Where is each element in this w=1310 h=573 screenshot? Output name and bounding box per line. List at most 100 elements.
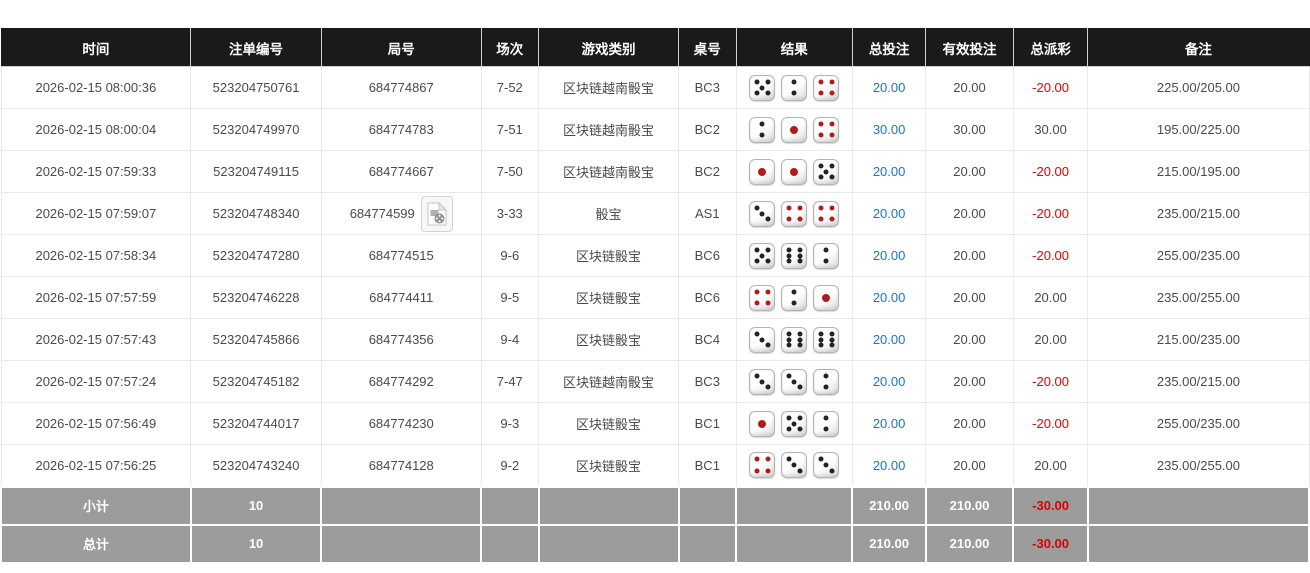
die-pip: [797, 331, 803, 337]
die-face-1: [781, 116, 808, 143]
die-pip: [786, 342, 791, 348]
cell-result: [735, 150, 853, 193]
table-row: 2026-02-15 07:57:59 523204746228 684774411…: [0, 276, 1310, 319]
cell-result: [735, 108, 853, 151]
cell-round-no: 684774292: [320, 360, 482, 403]
cell-total-bet[interactable]: 30.00: [851, 108, 927, 151]
cell-time: 2026-02-15 07:56:49: [0, 402, 192, 445]
cell-remark: 215.00/195.00: [1087, 150, 1310, 193]
cell-table-no: AS1: [678, 192, 737, 235]
round-number-wrap: 684774867: [369, 80, 434, 95]
die-pip: [818, 331, 823, 337]
die-pip: [823, 384, 829, 390]
round-number-wrap: 684774599: [349, 195, 453, 232]
cell-session: 3-33: [480, 192, 540, 235]
die-pip: [759, 253, 765, 258]
cell-order-no: 523204748340: [190, 192, 322, 235]
cell-table-no: BC3: [678, 66, 737, 109]
cell-session: 9-4: [480, 318, 540, 361]
cell-session: 7-51: [480, 108, 540, 151]
table-row: 2026-02-15 07:58:34 523204747280 684774515…: [0, 234, 1310, 277]
cell-total-bet[interactable]: 20.00: [851, 66, 927, 109]
die-face-2: [813, 368, 840, 395]
die-pip: [759, 121, 765, 127]
cell-round-no: 684774230: [320, 402, 482, 445]
die-pip: [786, 253, 791, 258]
cell-total-bet[interactable]: 20.00: [851, 444, 927, 487]
round-number-wrap: 684774128: [369, 458, 434, 473]
die-pip: [786, 426, 791, 432]
cell-valid-bet: 20.00: [925, 402, 1014, 445]
cell-valid-bet: 20.00: [925, 360, 1014, 403]
cell-game-type: 区块链骰宝: [538, 402, 680, 445]
die-pip: [818, 174, 823, 180]
payout-value: -20.00: [1032, 164, 1070, 179]
table-row: 2026-02-15 08:00:36 523204750761 684774867…: [0, 66, 1310, 109]
die-pip: [765, 258, 771, 264]
round-number: 684774599: [349, 206, 415, 221]
payout-value: -20.00: [1032, 206, 1070, 221]
die-pip: [786, 331, 791, 337]
die-face-3: [813, 452, 840, 479]
die-face-6: [781, 242, 808, 269]
cell-total-bet[interactable]: 20.00: [851, 234, 927, 277]
round-number: 684774356: [368, 332, 434, 347]
die-pip: [754, 456, 759, 462]
die-face-2: [813, 242, 840, 269]
cell-total-bet[interactable]: 20.00: [851, 360, 927, 403]
footer-empty: [480, 485, 540, 526]
die-pip: [759, 132, 765, 138]
die-pip: [829, 174, 835, 180]
die-face-1: [749, 158, 776, 185]
die-pip: [765, 216, 771, 222]
cell-payout: 20.00: [1012, 318, 1089, 361]
die-pip: [791, 79, 797, 85]
cell-session: 7-50: [480, 150, 540, 193]
footer-empty: [735, 485, 854, 526]
die-face-4: [749, 452, 776, 479]
die-face-3: [781, 368, 808, 395]
cell-table-no: BC2: [678, 150, 737, 193]
cell-total-bet[interactable]: 20.00: [851, 276, 927, 319]
cell-time: 2026-02-15 08:00:36: [0, 66, 192, 109]
cell-total-bet[interactable]: 20.00: [851, 402, 927, 445]
die-pip: [759, 211, 765, 216]
payout-value: 20.00: [1034, 290, 1067, 305]
subtotal-row: 小计 10 210.00 210.00 -30.00: [0, 485, 1310, 526]
video-replay-icon[interactable]: [420, 195, 453, 232]
die-pip: [818, 163, 823, 169]
cell-total-bet[interactable]: 20.00: [851, 150, 927, 193]
payout-value: -20.00: [1032, 374, 1070, 389]
footer-payout: -30.00: [1012, 523, 1089, 564]
round-number: 684774411: [369, 290, 434, 305]
cell-total-bet[interactable]: 20.00: [851, 318, 927, 361]
die-pip: [786, 258, 791, 264]
cell-time: 2026-02-15 07:59:33: [0, 150, 192, 193]
die-face-1: [781, 158, 808, 185]
footer-label: 总计: [0, 523, 192, 564]
payout-value: -20.00: [1032, 80, 1070, 95]
die-face-1: [749, 410, 776, 437]
die-pip: [797, 247, 803, 253]
die-pip: [786, 337, 791, 342]
die-pip: [797, 415, 803, 421]
die-pip: [754, 90, 759, 96]
cell-remark: 255.00/235.00: [1087, 234, 1310, 277]
die-pip: [765, 342, 771, 348]
die-pip: [791, 379, 797, 384]
cell-order-no: 523204749115: [190, 150, 322, 193]
cell-payout: -20.00: [1012, 402, 1089, 445]
cell-game-type: 区块链越南骰宝: [538, 108, 680, 151]
round-number: 684774292: [368, 374, 434, 389]
die-pip: [823, 462, 829, 468]
column-header-payout: 总派彩: [1012, 28, 1089, 67]
die-pip: [759, 337, 765, 342]
cell-order-no: 523204747280: [190, 234, 322, 277]
column-header-valid-bet: 有效投注: [925, 28, 1014, 67]
die-pip: [754, 247, 759, 253]
footer-count: 10: [189, 485, 323, 526]
die-pip: [791, 289, 797, 295]
cell-game-type: 区块链骰宝: [538, 276, 680, 319]
cell-result: [735, 192, 853, 235]
cell-total-bet[interactable]: 20.00: [851, 192, 927, 235]
